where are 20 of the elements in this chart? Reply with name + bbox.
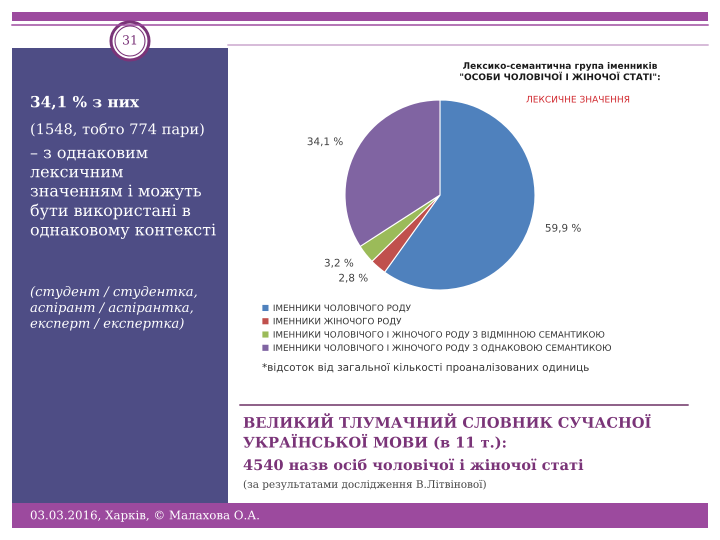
text: 31 <box>123 35 136 45</box>
text: (студент / студентка, аспірант / аспірантка, експерт / експертка) <box>30 286 197 331</box>
text: (за результатами дослідження В.Літвінової) <box>244 480 486 490</box>
text: (1548, тобто 774 пари) <box>31 122 204 138</box>
text: 03.03.2016, Харків, © Малахова О.А. <box>30 510 259 522</box>
data-label: 3,2 % <box>324 258 354 268</box>
data-label: 59,9 % <box>546 224 581 233</box>
legend-label: ІМЕННИКИ ЧОЛОВІЧОГО РОДУ <box>274 304 411 312</box>
chart-subtitle: ЛЕКСИЧНЕ ЗНАЧЕННЯ <box>526 96 630 103</box>
legend-label: ІМЕННИКИ ЖІНОЧОГО РОДУ <box>274 318 402 326</box>
text: 4540 назв осіб чоловічої і жіночої статі <box>244 458 584 470</box>
text: *відсоток від загальної кількості проаналізованих одиниць <box>262 362 589 374</box>
legend-label: ІМЕННИКИ ЧОЛОВІЧОГО І ЖІНОЧОГО РОДУ З ВІДМІННОЮ СЕМАНТИКОЮ <box>274 331 604 339</box>
chart-title: Лексико-семантична група іменників "ОСОБИ ЧОЛОВІЧОЇ І ЖІНОЧОЇ СТАТІ": <box>460 62 660 80</box>
data-label: 34,1 % <box>308 137 343 146</box>
text: ВЕЛИКИЙ ТЛУМАЧНИЙ СЛОВНИК СУЧАСНОЇ УКРАЇНСЬКОЇ МОВИ (в 11 т.): <box>243 413 651 450</box>
data-label: 2,8 % <box>339 274 368 283</box>
text: – з однаковим лексичним значенням і можуть бути використані в однаковому контексті <box>30 150 216 239</box>
legend-label: ІМЕННИКИ ЧОЛОВІЧОГО І ЖІНОЧОГО РОДУ З ОДНАКОВОЮ СЕМАНТИКОЮ <box>274 344 612 352</box>
text: 34,1 % з них <box>31 96 140 110</box>
